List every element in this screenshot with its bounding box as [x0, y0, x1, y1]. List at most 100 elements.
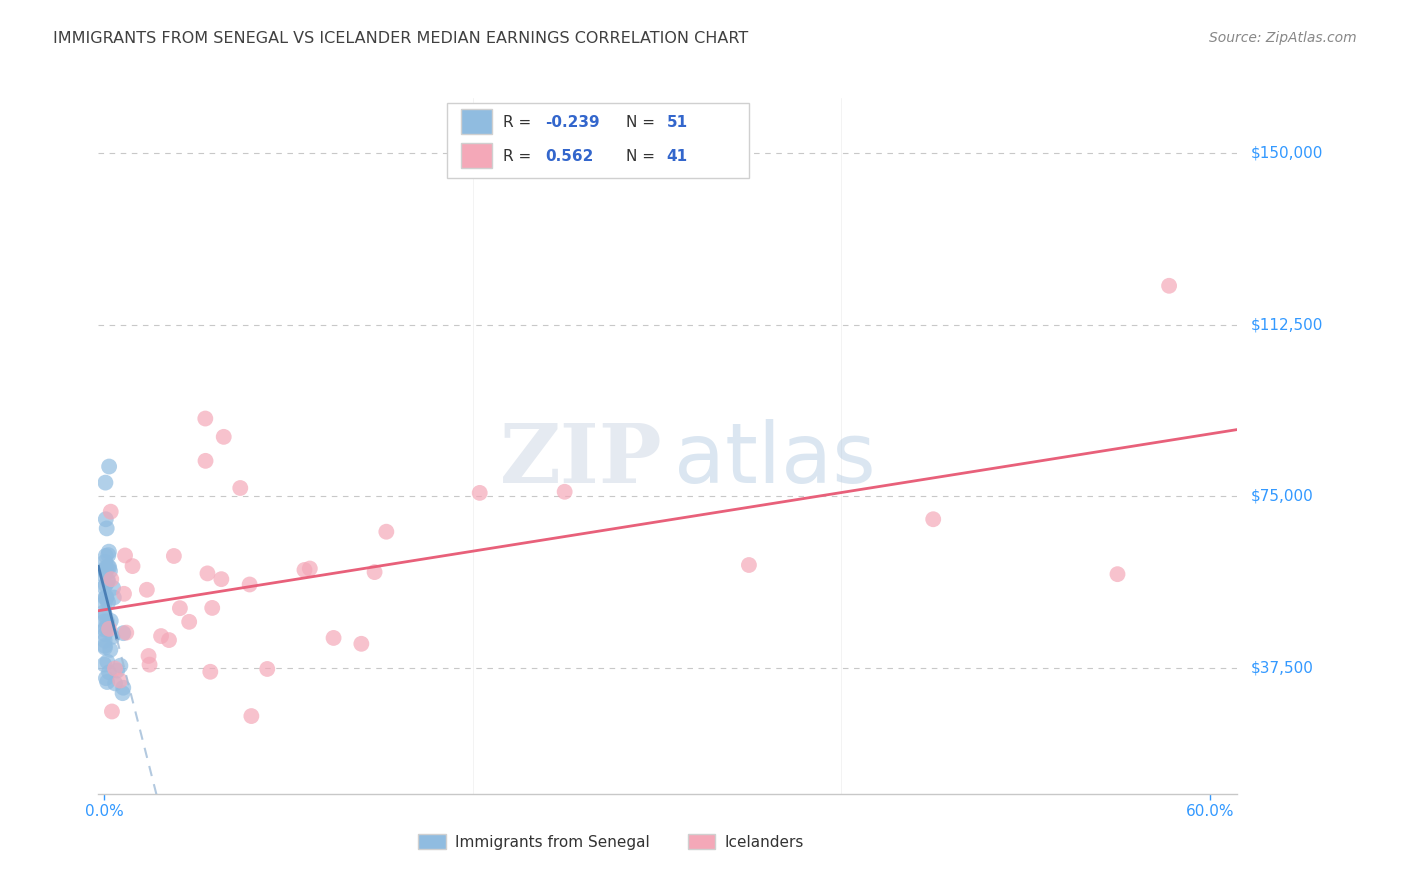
Text: $150,000: $150,000	[1251, 145, 1323, 161]
Point	[94, 671, 117, 685]
Text: Source: ZipAtlas.com: Source: ZipAtlas.com	[1209, 31, 1357, 45]
Point	[194, 454, 217, 468]
Point	[105, 664, 128, 678]
Point	[93, 596, 115, 610]
Point	[135, 582, 157, 597]
Text: 51: 51	[666, 115, 688, 129]
Point	[101, 581, 124, 595]
Point	[100, 505, 122, 519]
Point	[229, 481, 252, 495]
Point	[157, 633, 180, 648]
Point	[197, 566, 219, 581]
Point	[96, 615, 118, 629]
Point	[104, 662, 127, 676]
Point	[239, 577, 262, 591]
Text: R =: R =	[503, 149, 537, 163]
Point	[138, 657, 160, 672]
Point	[93, 614, 115, 628]
Point	[93, 568, 115, 582]
Point	[163, 549, 186, 563]
Point	[1159, 278, 1181, 293]
Point	[100, 572, 122, 586]
Point	[114, 549, 136, 563]
Point	[94, 578, 117, 592]
Text: N =: N =	[626, 149, 659, 163]
Point	[93, 633, 115, 648]
Text: -0.239: -0.239	[546, 115, 600, 129]
Point	[112, 626, 135, 640]
Point	[94, 555, 117, 569]
Point	[93, 580, 115, 594]
Point	[96, 521, 118, 535]
Point	[97, 595, 120, 609]
Point	[138, 648, 160, 663]
Point	[94, 591, 117, 605]
Point	[112, 587, 135, 601]
Point	[209, 572, 232, 586]
Point	[96, 591, 118, 605]
Point	[98, 564, 121, 578]
Point	[201, 601, 224, 615]
Point	[97, 574, 120, 589]
Point	[97, 573, 120, 587]
Point	[97, 544, 120, 558]
Point	[98, 560, 121, 574]
Text: 41: 41	[666, 149, 688, 163]
Point	[738, 558, 761, 572]
Point	[110, 658, 132, 673]
Point	[103, 591, 125, 605]
Point	[111, 686, 134, 700]
Point	[112, 681, 135, 695]
Point	[97, 559, 120, 574]
Text: $75,000: $75,000	[1251, 489, 1315, 504]
Point	[94, 608, 117, 623]
Point	[150, 629, 173, 643]
Point	[100, 614, 122, 628]
Point	[94, 475, 117, 490]
Point	[94, 564, 117, 578]
Point	[200, 665, 222, 679]
Point	[94, 563, 117, 577]
Point	[94, 627, 117, 641]
Point	[350, 637, 373, 651]
Point	[115, 625, 138, 640]
Text: IMMIGRANTS FROM SENEGAL VS ICELANDER MEDIAN EARNINGS CORRELATION CHART: IMMIGRANTS FROM SENEGAL VS ICELANDER MED…	[53, 31, 748, 46]
Point	[194, 411, 217, 425]
Point	[96, 655, 118, 669]
Text: $112,500: $112,500	[1251, 318, 1323, 332]
Text: atlas: atlas	[673, 419, 876, 500]
Point	[97, 548, 120, 562]
Point	[110, 673, 132, 688]
Text: 0.562: 0.562	[546, 149, 593, 163]
Point	[94, 560, 117, 574]
Point	[98, 459, 121, 474]
Point	[94, 549, 117, 563]
Point	[98, 643, 121, 657]
Point	[96, 675, 118, 690]
Legend: Immigrants from Senegal, Icelanders: Immigrants from Senegal, Icelanders	[412, 828, 810, 855]
Point	[94, 639, 117, 653]
Point	[93, 605, 115, 619]
Point	[363, 565, 385, 579]
Point	[240, 709, 263, 723]
Point	[922, 512, 945, 526]
Point	[298, 561, 321, 575]
Point	[93, 657, 115, 672]
Point	[468, 486, 491, 500]
Point	[121, 559, 143, 574]
Point	[101, 705, 124, 719]
Text: N =: N =	[626, 115, 659, 129]
Point	[94, 620, 117, 634]
Text: R =: R =	[503, 115, 537, 129]
Point	[1107, 567, 1129, 582]
Text: $37,500: $37,500	[1251, 660, 1315, 675]
Point	[375, 524, 398, 539]
Point	[212, 430, 235, 444]
Point	[94, 512, 117, 526]
Point	[322, 631, 344, 645]
Point	[98, 622, 121, 636]
Point	[98, 665, 121, 680]
Point	[256, 662, 278, 676]
Point	[179, 615, 201, 629]
Point	[101, 630, 124, 644]
